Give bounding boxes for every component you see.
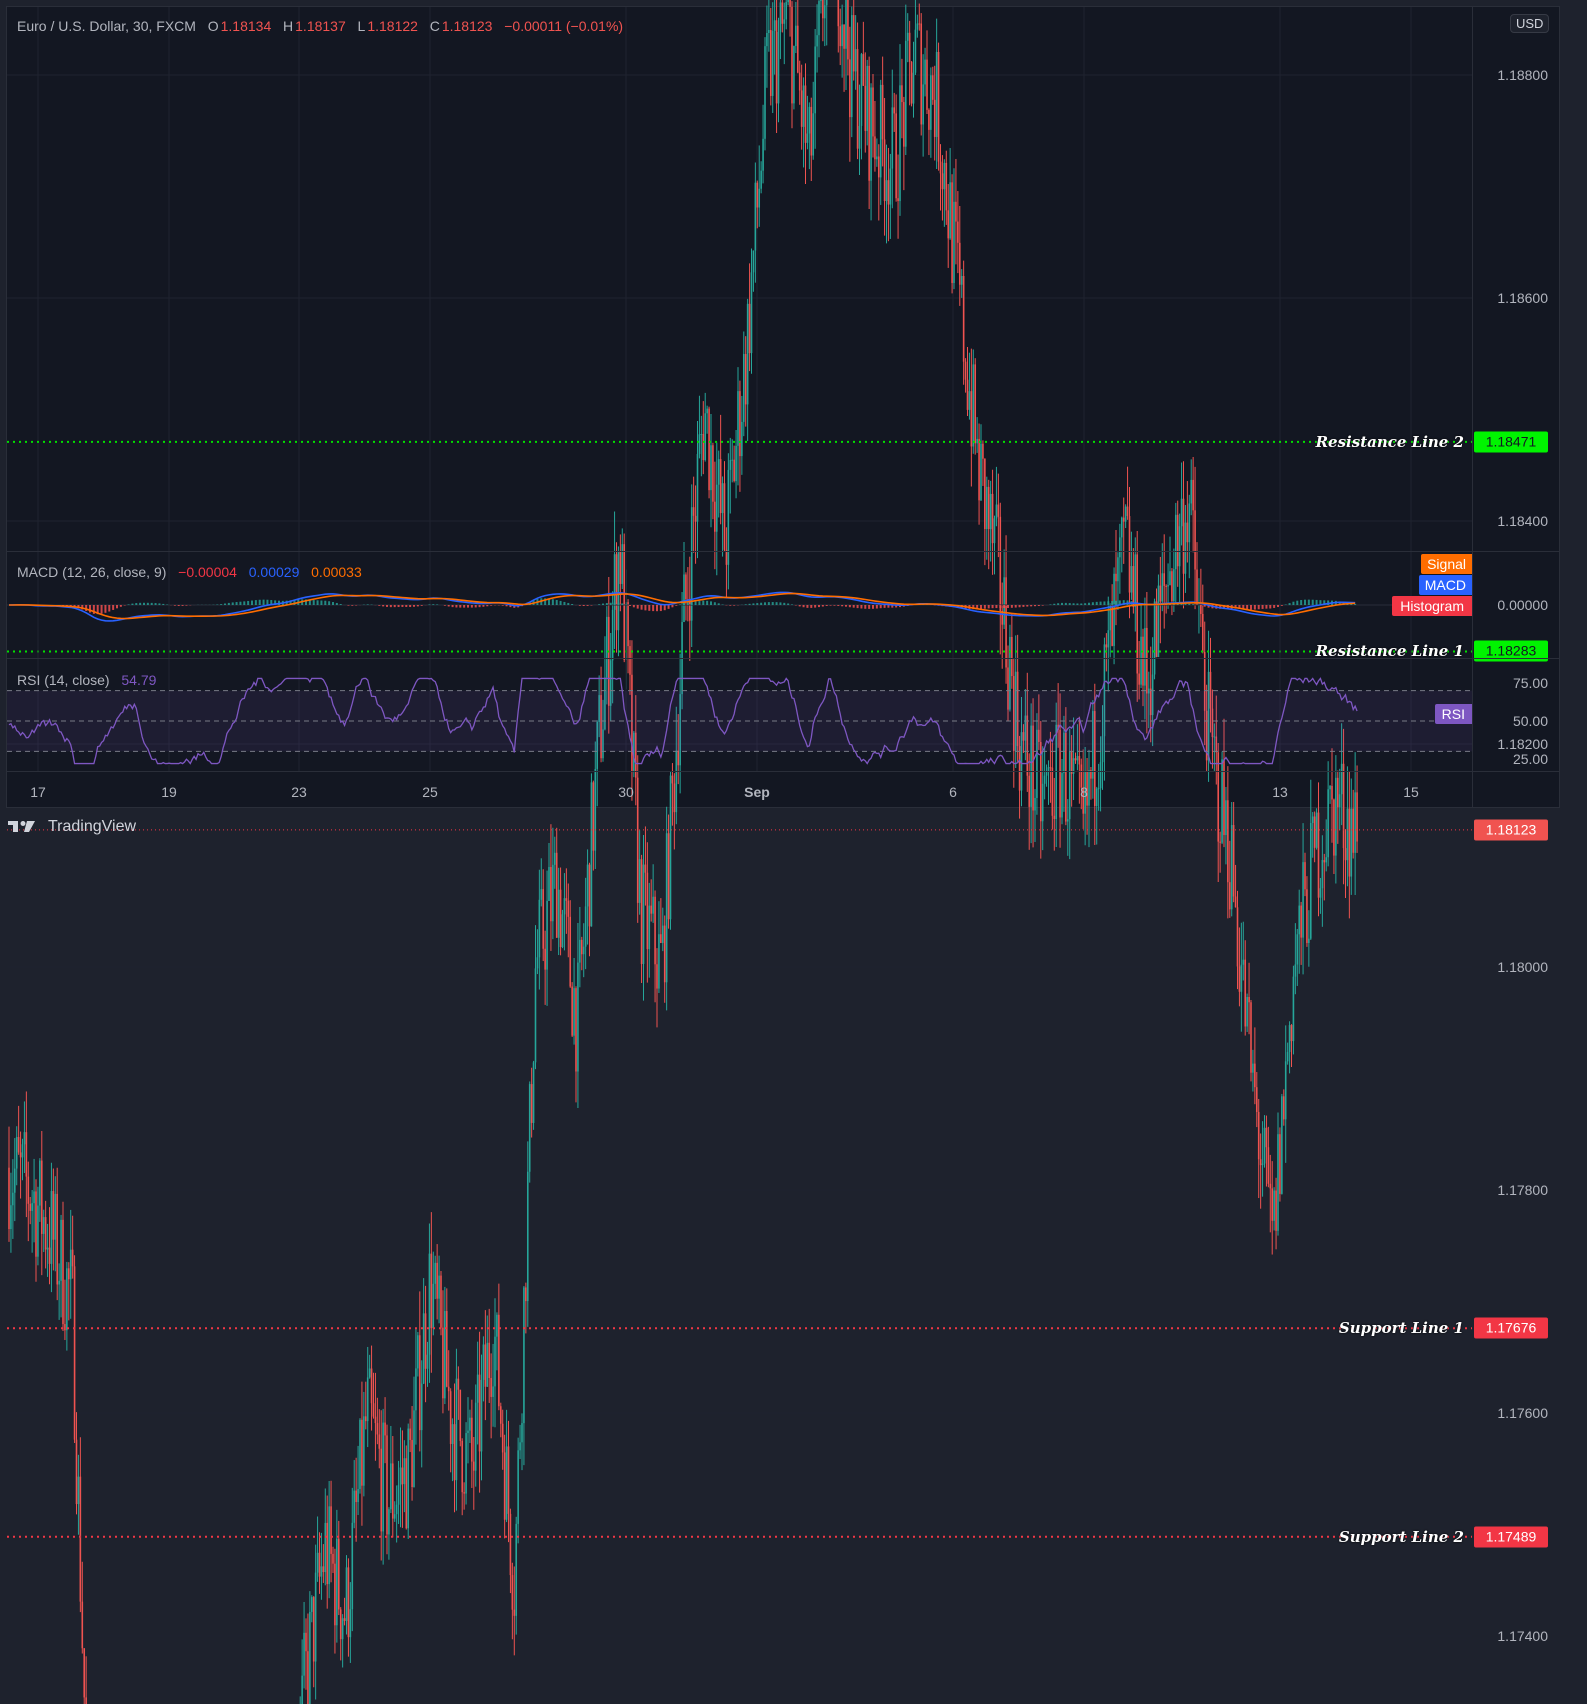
- time-label: 19: [161, 784, 177, 800]
- currency-button[interactable]: USD: [1510, 14, 1550, 33]
- time-label: 30: [618, 784, 634, 800]
- close-value: 1.18123: [441, 18, 493, 34]
- price-tick: 1.18000: [1497, 959, 1548, 975]
- pane-divider[interactable]: [7, 551, 1559, 552]
- resistance-price-tag: 1.18283: [1474, 640, 1548, 662]
- price-tick: 1.18200: [1497, 736, 1548, 752]
- macd-legend: MACD (12, 26, close, 9) −0.00004 0.00029…: [17, 564, 364, 580]
- low-value: 1.18122: [367, 18, 418, 34]
- time-label: 8: [1080, 784, 1088, 800]
- high-value: 1.18137: [295, 18, 346, 34]
- rsi-axis[interactable]: 75.00 50.00 25.00: [1472, 659, 1560, 771]
- signal-tag: Signal: [1421, 554, 1472, 574]
- candlestick-chart: [7, 0, 1472, 1704]
- rsi-legend: RSI (14, close) 54.79: [17, 672, 158, 688]
- price-tick: 1.17600: [1497, 1405, 1548, 1421]
- tradingview-logo[interactable]: TradingView: [8, 818, 136, 836]
- tradingview-logo-icon: [8, 821, 35, 832]
- macd-title: MACD (12, 26, close, 9): [17, 564, 167, 580]
- rsi-tick-25: 25.00: [1512, 751, 1548, 767]
- support-line-label-2[interactable]: Support Line 1: [1338, 1319, 1464, 1338]
- time-label: 13: [1272, 784, 1288, 800]
- price-axis[interactable]: 1.190001.168001.170001.172001.174001.176…: [1472, 7, 1560, 1644]
- rsi-title: RSI (14, close): [17, 672, 110, 688]
- price-tick: 1.18800: [1497, 67, 1548, 83]
- time-label: Sep: [744, 784, 770, 800]
- time-label: 25: [422, 784, 438, 800]
- rsi-tick-75: 75.00: [1512, 675, 1548, 691]
- support-price-tag: 1.17676: [1474, 1317, 1548, 1339]
- rsi-pane[interactable]: RSI (14, close) 54.79 RSI: [7, 659, 1472, 771]
- time-label: 23: [291, 784, 307, 800]
- macd-signal-value: 0.00033: [311, 564, 362, 580]
- change-value: −0.00011 (−0.01%): [504, 18, 624, 34]
- time-axis[interactable]: 17 19 23 25 30 Sep 6 8 13 15: [7, 772, 1472, 807]
- macd-axis[interactable]: 0.00000: [1472, 552, 1560, 658]
- macd-zero-tick: 0.00000: [1497, 597, 1548, 613]
- rsi-value: 54.79: [121, 672, 157, 688]
- axis-corner: [1472, 772, 1560, 807]
- time-label: 15: [1403, 784, 1419, 800]
- histogram-tag: Histogram: [1392, 596, 1472, 616]
- price-tick: 1.18400: [1497, 513, 1548, 529]
- macd-chart: [7, 552, 1472, 658]
- pane-divider: [7, 771, 1559, 772]
- time-label: 17: [30, 784, 46, 800]
- resistance-line-label-1[interactable]: Resistance Line 1: [1315, 642, 1464, 661]
- price-tick: 1.17400: [1497, 1628, 1548, 1644]
- macd-tag: MACD: [1418, 575, 1472, 595]
- macd-histogram-value: −0.00004: [178, 564, 237, 580]
- pane-divider[interactable]: [7, 658, 1559, 659]
- resistance-line-label-0[interactable]: Resistance Line 2: [1315, 432, 1464, 451]
- symbol-title: Euro / U.S. Dollar, 30, FXCM: [17, 18, 196, 34]
- price-tick: 1.17800: [1497, 1182, 1548, 1198]
- open-value: 1.18134: [220, 18, 272, 34]
- support-price-tag: 1.17489: [1474, 1526, 1548, 1548]
- price-tick: 1.18600: [1497, 290, 1548, 306]
- rsi-tag: RSI: [1434, 704, 1472, 724]
- time-label: 6: [949, 784, 957, 800]
- last-price-tag: 1.18123: [1474, 819, 1548, 841]
- macd-pane[interactable]: MACD (12, 26, close, 9) −0.00004 0.00029…: [7, 552, 1472, 658]
- macd-line-value: 0.00029: [248, 564, 300, 580]
- resistance-price-tag: 1.18471: [1474, 431, 1548, 453]
- rsi-chart: [7, 659, 1472, 771]
- rsi-tick-50: 50.00: [1512, 713, 1548, 729]
- support-line-label-3[interactable]: Support Line 2: [1338, 1527, 1464, 1546]
- brand-name: TradingView: [48, 818, 137, 835]
